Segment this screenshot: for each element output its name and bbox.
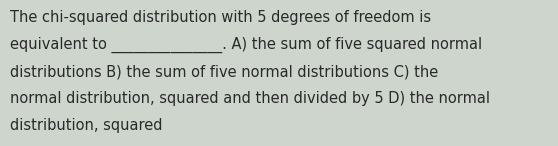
Text: distributions B) the sum of five normal distributions C) the: distributions B) the sum of five normal … — [10, 64, 438, 79]
Text: normal distribution, squared and then divided by 5 D) the normal: normal distribution, squared and then di… — [10, 91, 490, 106]
Text: The chi-squared distribution with 5 degrees of freedom is: The chi-squared distribution with 5 degr… — [10, 10, 431, 25]
Text: distribution, squared: distribution, squared — [10, 118, 162, 133]
Text: equivalent to _______________. A) the sum of five squared normal: equivalent to _______________. A) the su… — [10, 37, 482, 53]
